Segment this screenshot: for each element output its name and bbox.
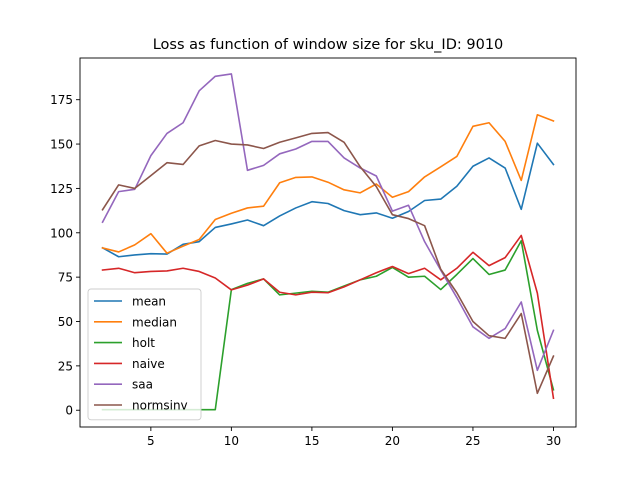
chart-title: Loss as function of window size for sku_… xyxy=(153,37,504,53)
y-tick-label: 175 xyxy=(50,93,73,107)
y-tick-label: 50 xyxy=(58,315,73,329)
y-tick-label: 25 xyxy=(58,359,73,373)
series-line-normsinv xyxy=(101,131,555,395)
legend-label-mean: mean xyxy=(132,295,166,309)
plot-area: 5 10 15 20 25 30 0 25 50 75 100 125 150 175 mean media… xyxy=(50,57,577,448)
x-tick-label: 10 xyxy=(224,434,239,448)
x-tick-label: 30 xyxy=(546,434,561,448)
legend-label-naive: naive xyxy=(132,357,165,371)
legend-label-median: median xyxy=(132,315,177,329)
y-tick-label: 125 xyxy=(50,182,73,196)
y-tick-label: 150 xyxy=(50,138,73,152)
x-tick-label: 20 xyxy=(385,434,400,448)
legend-label-saa: saa xyxy=(132,378,153,392)
y-tick-label: 100 xyxy=(50,226,73,240)
series-line-mean xyxy=(101,142,555,258)
axes-frame xyxy=(79,57,577,428)
legend: mean median holt naive saa normsinv xyxy=(87,288,202,421)
y-tick-label: 0 xyxy=(65,404,73,418)
y-tick-label: 75 xyxy=(58,271,73,285)
legend-label-normsinv: normsinv xyxy=(132,399,188,413)
series-line-saa xyxy=(101,73,555,372)
legend-label-holt: holt xyxy=(132,336,155,350)
series-line-naive xyxy=(101,234,555,400)
series-line-median xyxy=(101,113,555,254)
x-tick-label: 25 xyxy=(465,434,480,448)
x-tick-label: 5 xyxy=(147,434,155,448)
x-tick-label: 15 xyxy=(304,434,319,448)
axes-layer: 5 10 15 20 25 30 0 25 50 75 100 125 150 175 xyxy=(50,57,577,448)
